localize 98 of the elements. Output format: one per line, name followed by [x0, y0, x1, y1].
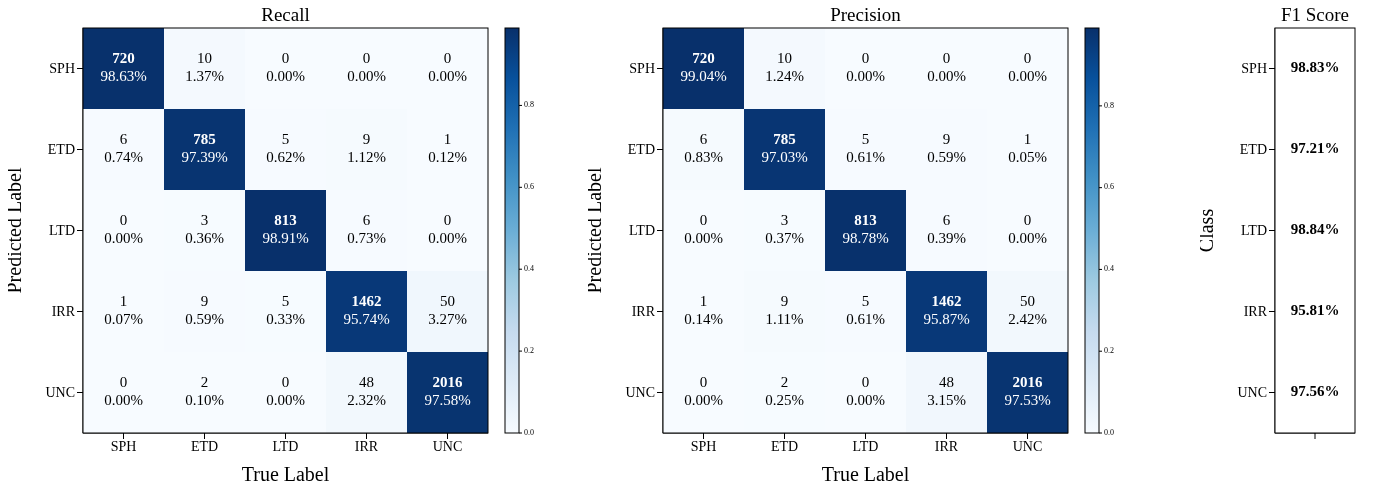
y-tick-label: IRR [1243, 304, 1268, 320]
data-label: 0 0.00% [104, 211, 143, 246]
y-tick-label: ETD [627, 142, 655, 158]
x-tick-label: ETD [190, 438, 219, 454]
data-label: 97.21% [1290, 139, 1340, 156]
data-label: 1462 95.74% [343, 292, 390, 327]
y-tick-label: LTD [1241, 223, 1267, 239]
y-tick-label: IRR [631, 304, 656, 320]
color-bar-label: 0.2 [1104, 346, 1114, 356]
data-label: 5 0.61% [846, 292, 885, 327]
data-label: 3 0.37% [765, 211, 804, 246]
data-label: 2 0.25% [765, 373, 804, 408]
color-bar-label: 0.4 [1104, 264, 1114, 274]
color-bar-label: 0.0 [1104, 427, 1114, 437]
data-label: 10 1.37% [185, 49, 224, 84]
data-label: 9 0.59% [185, 292, 224, 327]
data-label: 6 0.39% [927, 211, 966, 246]
data-label: 98.84% [1290, 220, 1340, 237]
data-label: 5 0.62% [266, 130, 305, 165]
chart-title: F1 Score [1279, 4, 1351, 26]
data-label: 0 0.00% [266, 49, 305, 84]
data-label: 813 98.78% [842, 211, 889, 246]
data-label: 0 0.00% [684, 373, 723, 408]
y-tick-label: UNC [1237, 385, 1267, 401]
x-tick-label: IRR [934, 438, 959, 454]
color-bar-label: 0.4 [524, 264, 534, 274]
data-label: 1 0.12% [428, 130, 467, 165]
data-label: 0 0.00% [104, 373, 143, 408]
data-label: 5 0.33% [266, 292, 305, 327]
x-tick-label: LTD [272, 438, 299, 454]
x-tick-label: UNC [1012, 438, 1043, 454]
data-label: 720 98.63% [100, 49, 147, 84]
data-label: 48 3.15% [927, 373, 966, 408]
data-label: 50 2.42% [1008, 292, 1047, 327]
data-label: 0 0.00% [428, 49, 467, 84]
data-label: 9 1.11% [765, 292, 804, 327]
color-bar-label: 0.2 [524, 345, 534, 355]
x-tick-label: UNC [432, 438, 463, 454]
data-label: 9 1.12% [347, 130, 386, 165]
data-label: 0 0.00% [1008, 211, 1047, 246]
data-label: 2016 97.58% [424, 373, 471, 408]
data-label: 5 0.61% [846, 130, 885, 165]
y-tick-label: SPH [629, 61, 655, 77]
color-bar-label: 0.8 [524, 100, 534, 110]
x-tick-label: ETD [770, 438, 799, 454]
x-tick-label: LTD [852, 438, 879, 454]
data-label: 48 2.32% [347, 373, 386, 408]
x-axis-title: True Label [821, 463, 910, 485]
data-label: 6 0.83% [684, 130, 723, 165]
y-axis-title: Class [1195, 208, 1218, 253]
data-label: 97.56% [1290, 382, 1340, 399]
y-tick-label: LTD [629, 223, 655, 239]
data-label: 0 0.00% [347, 49, 386, 84]
data-label: 98.83% [1290, 58, 1340, 75]
x-tick-label: SPH [690, 438, 717, 454]
y-axis-title: Predicted Label [583, 167, 606, 294]
data-label: 2 0.10% [185, 373, 224, 408]
data-label: 2016 97.53% [1004, 373, 1051, 408]
data-label: 813 98.91% [262, 211, 309, 246]
y-tick-label: UNC [45, 385, 75, 401]
color-bar-label: 0.6 [524, 182, 534, 192]
data-label: 1 0.14% [684, 292, 723, 327]
data-label: 6 0.74% [104, 130, 143, 165]
y-tick-label: SPH [1241, 61, 1267, 77]
data-label: 0 0.00% [684, 211, 723, 246]
data-label: 0 0.00% [927, 49, 966, 84]
y-axis-title: Predicted Label [3, 167, 26, 294]
data-label: 3 0.36% [185, 211, 224, 246]
data-label: 785 97.03% [761, 130, 808, 165]
y-tick-label: LTD [49, 223, 75, 239]
color-bar-label: 0.8 [1104, 100, 1114, 110]
data-label: 6 0.73% [347, 211, 386, 246]
x-tick-label: IRR [354, 438, 379, 454]
y-tick-label: ETD [1239, 142, 1267, 158]
y-tick-label: IRR [51, 304, 76, 320]
x-tick-label: SPH [110, 438, 137, 454]
color-bar-label: 0.6 [1104, 182, 1114, 192]
data-label: 9 0.59% [927, 130, 966, 165]
x-axis-title: True Label [241, 463, 330, 485]
data-label: 1462 95.87% [923, 292, 970, 327]
data-label: 1 0.07% [104, 292, 143, 327]
y-tick-label: ETD [47, 142, 75, 158]
data-label: 0 0.00% [1008, 49, 1047, 84]
data-label: 10 1.24% [765, 49, 804, 84]
data-label: 785 97.39% [181, 130, 228, 165]
color-bar-label: 0.0 [524, 427, 534, 437]
data-label: 0 0.00% [428, 211, 467, 246]
data-label: 0 0.00% [846, 49, 885, 84]
data-label: 0 0.00% [846, 373, 885, 408]
data-label: 50 3.27% [428, 292, 467, 327]
data-label: 1 0.05% [1008, 130, 1047, 165]
y-tick-label: SPH [49, 61, 75, 77]
data-label: 95.81% [1290, 301, 1340, 318]
chart-title: Precision [829, 4, 902, 26]
chart-title: Recall [260, 4, 311, 26]
y-tick-label: UNC [625, 385, 655, 401]
data-label: 720 99.04% [680, 49, 727, 84]
data-label: 0 0.00% [266, 373, 305, 408]
